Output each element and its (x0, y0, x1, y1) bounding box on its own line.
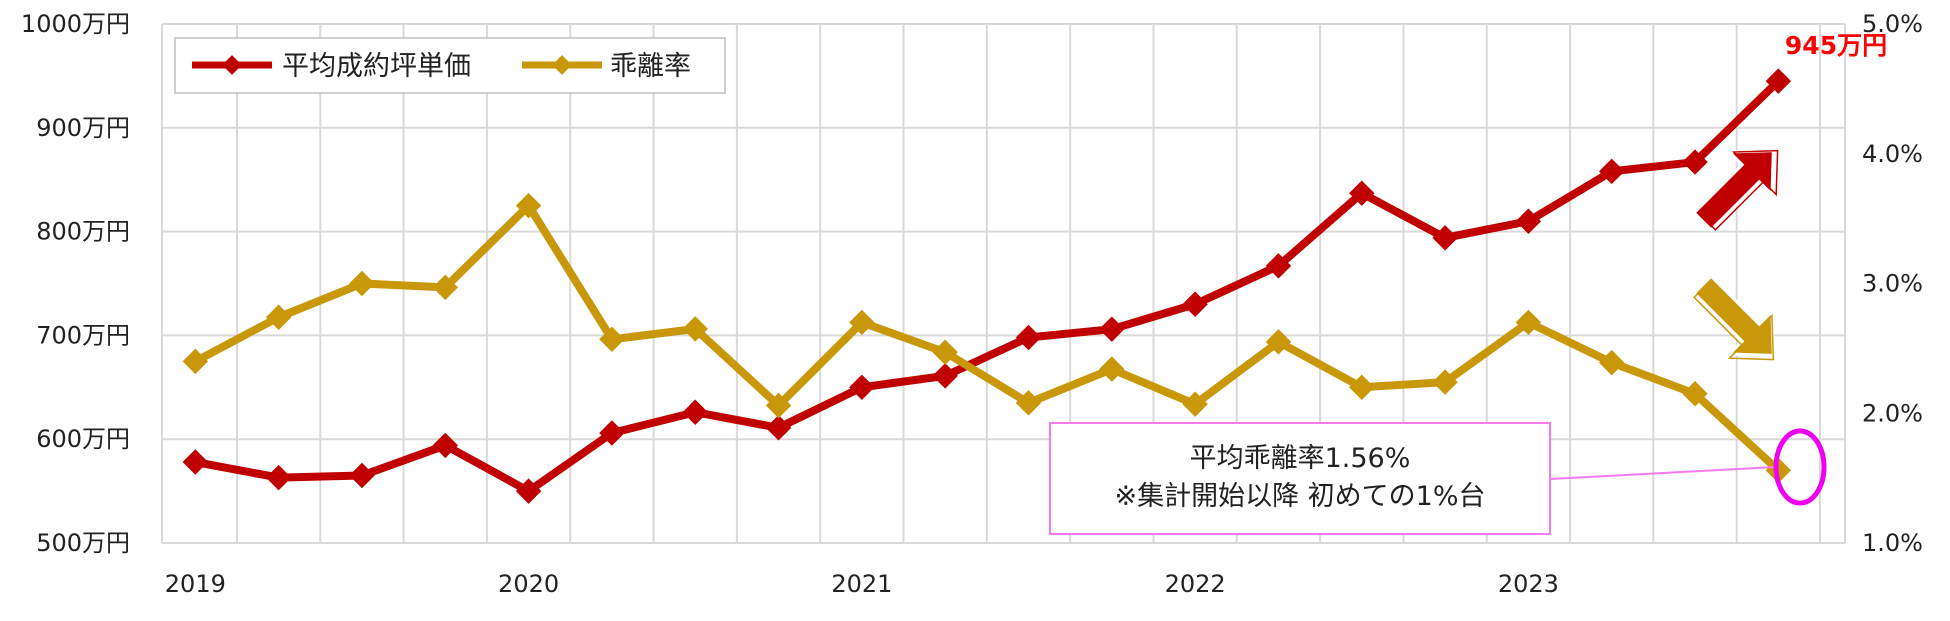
data-point (265, 304, 292, 330)
y-left-tick-label: 500万円 (36, 529, 130, 557)
y-right-tick-label: 2.0% (1862, 399, 1923, 427)
data-point (765, 415, 792, 441)
annotation-line1: 平均乖離率1.56% (1190, 443, 1411, 474)
y-left-tick-label: 1000万円 (21, 10, 130, 38)
y-right-tick-label: 4.0% (1862, 140, 1923, 168)
series-line (194, 78, 1782, 496)
x-tick-label: 2021 (831, 570, 892, 598)
data-point (1099, 316, 1125, 342)
trend-arrow-up (1692, 149, 1779, 232)
x-tick-label: 2022 (1165, 570, 1226, 598)
annotation: 平均乖離率1.56% ※集計開始以降 初めての1%台 (1049, 422, 1777, 535)
grid (161, 23, 1846, 544)
x-axis-ticks: 2019 2020 2021 2022 2023 (165, 570, 1559, 598)
legend: 平均成約坪単価 乖離率 (174, 37, 726, 94)
data-point (349, 462, 375, 489)
data-point (932, 339, 958, 365)
data-point (599, 420, 625, 446)
data-point (682, 399, 708, 425)
left-axis-ticks: 500万円 600万円 700万円 800万円 900万円 1000万円 (21, 10, 130, 557)
annotation-connector (1549, 466, 1777, 480)
trend-arrow-down (1692, 274, 1775, 361)
series-line (193, 201, 1782, 474)
y-right-tick-label: 5.0% (1862, 10, 1923, 38)
series-price (182, 68, 1792, 504)
y-left-tick-label: 600万円 (36, 425, 130, 453)
right-axis-ticks: 1.0% 2.0% 3.0% 4.0% 5.0% (1862, 10, 1923, 557)
data-point (1015, 390, 1042, 416)
data-point (182, 449, 209, 475)
x-tick-label: 2019 (165, 570, 226, 598)
last-value-label: 945万円 (1785, 31, 1887, 60)
y-left-tick-label: 900万円 (36, 114, 130, 142)
x-tick-label: 2023 (1498, 570, 1559, 598)
data-point (849, 374, 875, 401)
annotation-box (1049, 422, 1551, 535)
x-tick-label: 2020 (498, 570, 559, 598)
data-point (182, 348, 209, 375)
data-point (265, 464, 292, 491)
y-right-tick-label: 1.0% (1862, 529, 1923, 557)
data-point (849, 309, 875, 336)
y-right-tick-label: 3.0% (1862, 270, 1923, 298)
data-point (515, 478, 542, 504)
data-point (1015, 324, 1042, 351)
data-point (432, 274, 459, 301)
series (182, 68, 1792, 504)
data-point (932, 363, 958, 389)
y-left-tick-label: 700万円 (36, 321, 130, 349)
highlight-ellipse (1773, 428, 1827, 506)
data-point (1182, 291, 1208, 317)
y-left-tick-label: 800万円 (36, 218, 130, 246)
data-point (1598, 349, 1625, 376)
annotation-line2: ※集計開始以降 初めての1%台 (1114, 481, 1485, 512)
data-point (682, 316, 708, 342)
data-point (1099, 356, 1125, 382)
legend-price-label: 平均成約坪単価 (282, 51, 471, 82)
data-point (432, 432, 459, 459)
data-point (515, 192, 542, 219)
data-point (599, 326, 625, 353)
data-point (765, 392, 792, 419)
data-point (349, 270, 375, 297)
legend-rate-label: 乖離率 (610, 51, 691, 82)
